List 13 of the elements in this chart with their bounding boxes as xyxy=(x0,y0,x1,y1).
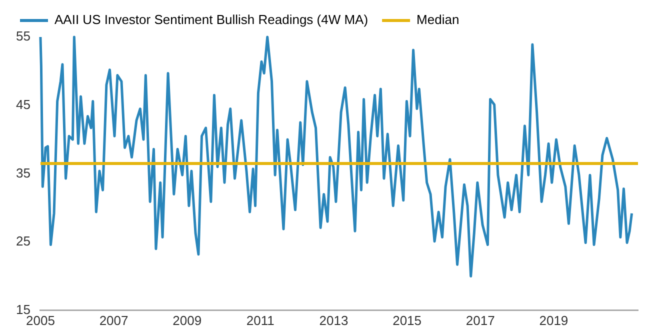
x-tick-label: 2013 xyxy=(319,312,348,328)
x-tick-label: 2009 xyxy=(172,312,202,328)
legend-label: AAII US Investor Sentiment Bullish Readings (4W MA) xyxy=(54,12,368,28)
x-tick-label: 2007 xyxy=(99,312,128,328)
y-tick-label: 45 xyxy=(16,96,30,112)
y-tick-label: 25 xyxy=(16,234,30,249)
x-tick-label: 2017 xyxy=(466,312,495,328)
x-tick-label: 2011 xyxy=(246,312,274,328)
y-tick-label: 55 xyxy=(16,28,30,44)
x-tick-label: 2019 xyxy=(539,312,568,328)
legend-label: Median xyxy=(416,12,460,28)
y-tick-label: 35 xyxy=(16,165,30,180)
x-tick-label: 2015 xyxy=(392,312,422,328)
